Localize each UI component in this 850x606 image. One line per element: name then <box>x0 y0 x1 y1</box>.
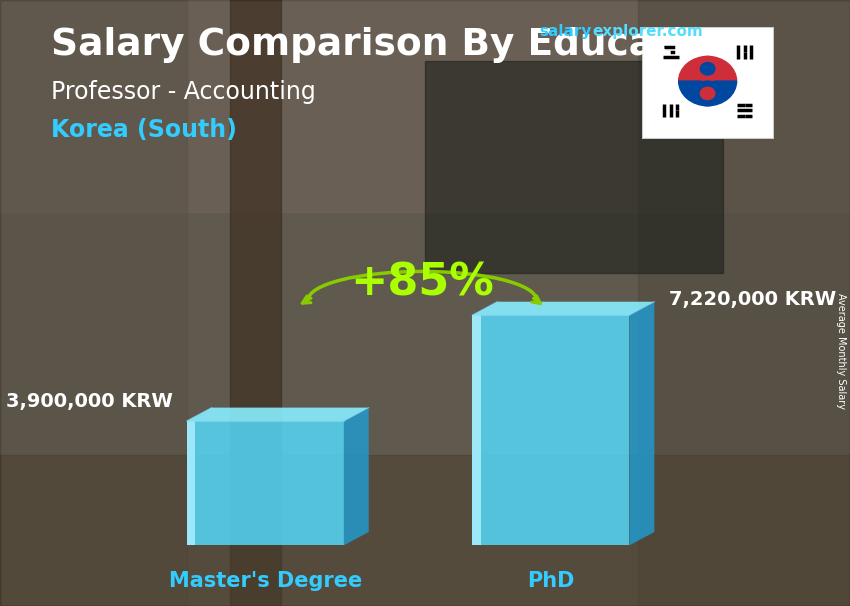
Text: explorer.com: explorer.com <box>592 24 703 39</box>
Circle shape <box>693 56 722 81</box>
Circle shape <box>700 87 715 99</box>
Polygon shape <box>343 408 369 545</box>
Polygon shape <box>473 302 654 315</box>
Text: salary: salary <box>540 24 592 39</box>
Bar <box>638 0 850 606</box>
Bar <box>230 0 280 606</box>
Text: Professor - Accounting: Professor - Accounting <box>51 80 315 104</box>
Text: Average Monthly Salary: Average Monthly Salary <box>836 293 846 410</box>
Polygon shape <box>629 302 654 545</box>
Text: 3,900,000 KRW: 3,900,000 KRW <box>5 393 173 411</box>
Bar <box>0 0 850 212</box>
Wedge shape <box>678 56 737 81</box>
Bar <box>0 454 850 606</box>
Polygon shape <box>187 408 369 421</box>
Bar <box>425 61 722 273</box>
Text: PhD: PhD <box>527 571 575 591</box>
Circle shape <box>693 81 722 106</box>
Text: +85%: +85% <box>350 261 494 304</box>
Polygon shape <box>473 315 481 545</box>
Text: 7,220,000 KRW: 7,220,000 KRW <box>669 290 836 308</box>
Text: Master's Degree: Master's Degree <box>168 571 362 591</box>
Circle shape <box>700 62 715 75</box>
Text: Korea (South): Korea (South) <box>51 118 237 142</box>
Wedge shape <box>678 81 737 105</box>
Polygon shape <box>187 421 196 545</box>
Polygon shape <box>473 315 629 545</box>
Text: Salary Comparison By Education: Salary Comparison By Education <box>51 27 737 63</box>
Polygon shape <box>187 421 343 545</box>
Bar <box>0 0 187 606</box>
